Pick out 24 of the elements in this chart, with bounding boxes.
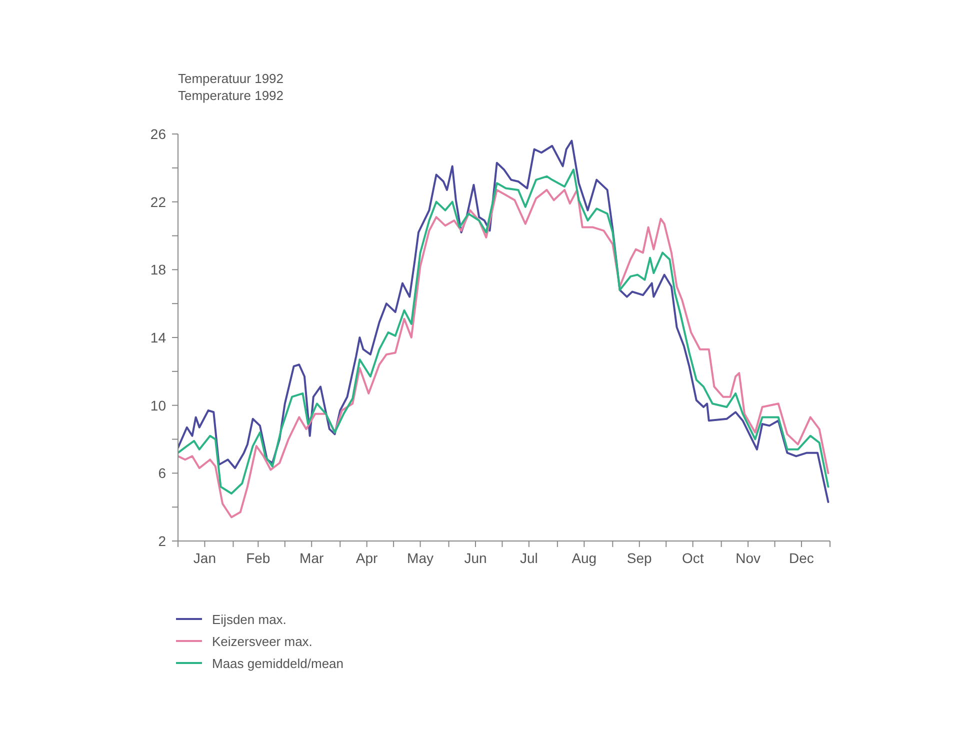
- x-tick-label: Apr: [356, 550, 378, 566]
- x-tick-label: Jan: [193, 550, 216, 566]
- x-tick-label: Dec: [789, 550, 814, 566]
- x-tick-label: Feb: [246, 550, 270, 566]
- y-tick-label: 10: [150, 397, 166, 414]
- x-tick-label: Oct: [682, 550, 704, 566]
- x-tick-label: Sep: [626, 550, 652, 566]
- legend-label: Maas gemiddeld/mean: [212, 656, 344, 670]
- x-tick-label: Jul: [520, 550, 538, 566]
- y-tick-label: 22: [150, 194, 166, 210]
- y-tick-label: 6: [158, 465, 166, 482]
- x-tick-label: May: [407, 550, 434, 566]
- x-tick-label: Mar: [300, 550, 324, 566]
- y-tick-label: 14: [150, 330, 166, 346]
- y-tick-label: 18: [150, 262, 166, 278]
- x-tick-label: Aug: [572, 550, 597, 566]
- x-tick-label: Jun: [464, 550, 487, 566]
- y-tick-label: 26: [150, 126, 166, 142]
- legend-label: Keizersveer max.: [212, 634, 312, 648]
- y-tick-label: 2: [158, 533, 166, 549]
- x-tick-label: Nov: [736, 550, 761, 566]
- chart-subtitle: Temperature 1992: [178, 87, 284, 104]
- legend-label: Eijsden max.: [212, 612, 286, 626]
- chart-title: Temperatuur 1992: [178, 70, 284, 87]
